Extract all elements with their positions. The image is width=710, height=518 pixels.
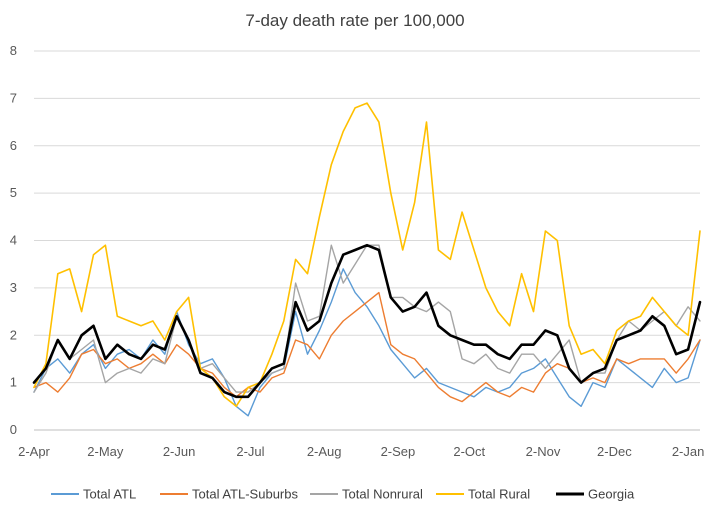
- series-line-3: [33, 102, 701, 408]
- y-tick-label: 4: [10, 233, 17, 248]
- legend-label: Total Rural: [468, 487, 530, 502]
- x-tick-label: 2-Apr: [18, 444, 50, 459]
- x-tick-label: 2-Sep: [381, 444, 416, 459]
- legend: Total ATL Total ATL-Suburbs Total Nonrural…: [51, 487, 635, 502]
- y-axis-ticks: 0 1 2 3 4 5 6 7 8: [10, 43, 17, 437]
- x-tick-label: 2-Nov: [526, 444, 561, 459]
- series-line-1: [33, 291, 701, 403]
- legend-label: Total Nonrural: [342, 487, 423, 502]
- x-tick-label: 2-Jun: [163, 444, 196, 459]
- x-tick-label: 2-Jan: [672, 444, 705, 459]
- series-lines: [32, 102, 702, 417]
- x-tick-label: 2-Jul: [236, 444, 264, 459]
- x-tick-label: 2-Oct: [453, 444, 485, 459]
- x-axis-ticks: 2-Apr 2-May 2-Jun 2-Jul 2-Aug 2-Sep 2-Oct 2-Nov…: [18, 444, 704, 459]
- y-tick-label: 8: [10, 43, 17, 58]
- series-line-0: [33, 268, 701, 417]
- y-tick-label: 7: [10, 90, 17, 105]
- legend-label: Total ATL: [83, 487, 136, 502]
- y-tick-label: 6: [10, 138, 17, 153]
- x-tick-label: 2-May: [87, 444, 124, 459]
- chart-title: 7-day death rate per 100,000: [245, 11, 464, 30]
- x-tick-label: 2-Dec: [597, 444, 632, 459]
- y-tick-label: 3: [10, 280, 17, 295]
- gridlines: [34, 50, 700, 431]
- y-tick-label: 2: [10, 327, 17, 342]
- legend-label: Total ATL-Suburbs: [192, 487, 298, 502]
- y-tick-label: 0: [10, 422, 17, 437]
- y-tick-label: 5: [10, 185, 17, 200]
- series-line-4: [32, 243, 702, 399]
- x-tick-label: 2-Aug: [307, 444, 342, 459]
- y-tick-label: 1: [10, 375, 17, 390]
- legend-label: Georgia: [588, 487, 635, 502]
